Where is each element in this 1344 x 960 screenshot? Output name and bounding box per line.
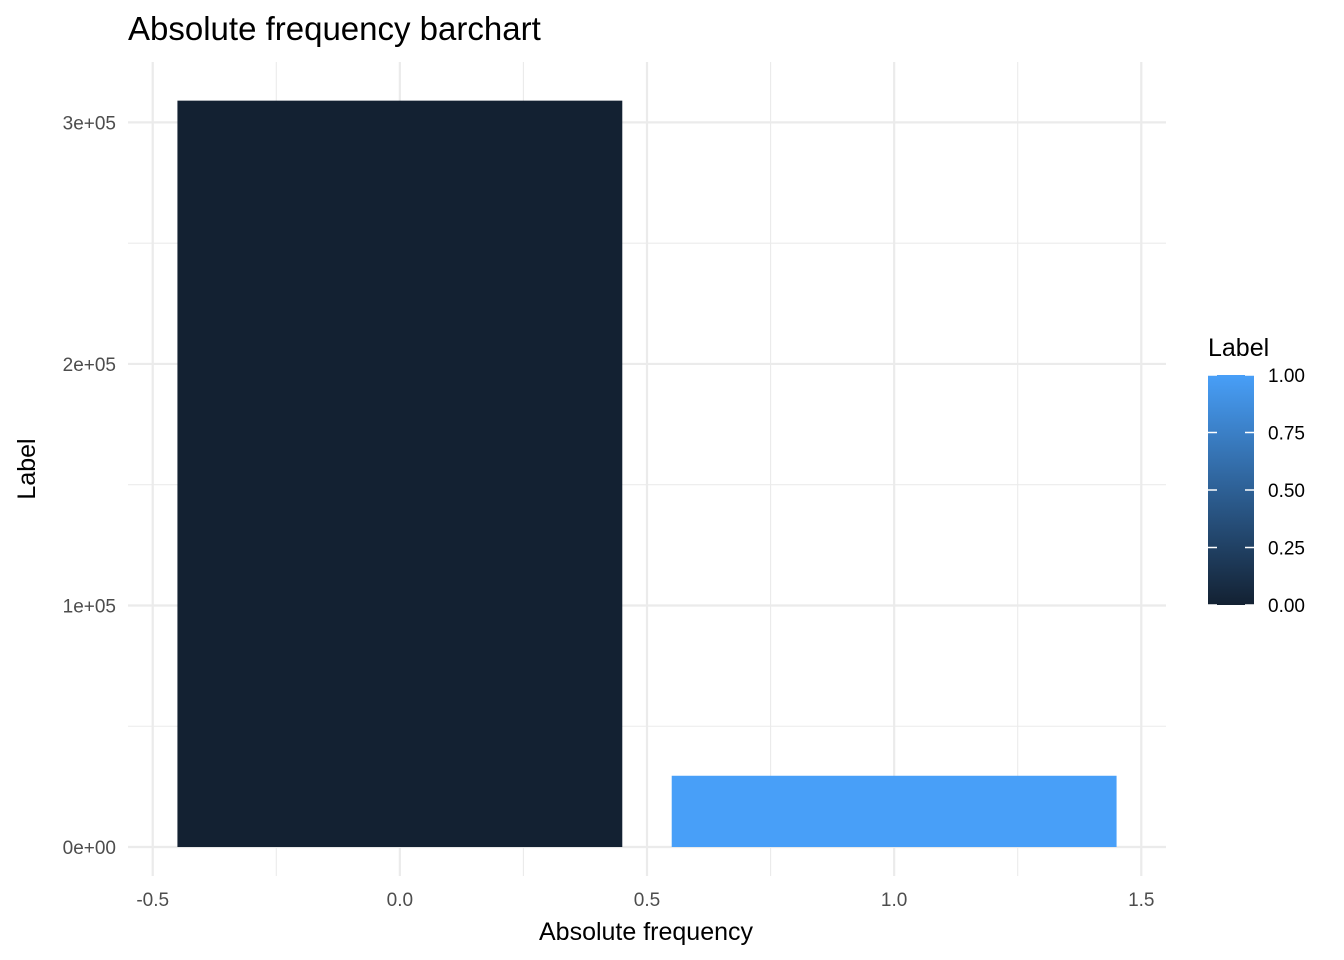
y-tick-label-0: 0e+00: [63, 838, 116, 859]
legend-tick-label-2: 0.50: [1268, 481, 1305, 502]
bar-1: [671, 775, 1117, 848]
legend-ticks: 0.00 0.25 0.50 0.75 1.00: [1208, 366, 1305, 617]
y-tick-label-2: 2e+05: [63, 355, 116, 376]
x-tick-label-3: 1.0: [881, 890, 907, 911]
chart-title: Absolute frequency barchart: [128, 10, 541, 47]
x-tick-label-0: -0.5: [136, 890, 169, 911]
legend-tick-label-3: 0.75: [1268, 424, 1305, 445]
legend-title: Label: [1208, 334, 1269, 362]
x-axis-ticks: -0.5 0.0 0.5 1.0 1.5: [136, 890, 1154, 911]
legend-tick-label-0: 0.00: [1268, 596, 1305, 617]
y-axis-title: Label: [13, 438, 41, 499]
x-axis-title: Absolute frequency: [539, 918, 754, 946]
x-tick-label-4: 1.5: [1128, 890, 1154, 911]
bar-0: [177, 100, 623, 848]
x-tick-label-2: 0.5: [634, 890, 660, 911]
legend: Label 0.00 0.25 0.50 0.75 1.00: [1208, 334, 1305, 617]
legend-tick-label-4: 1.00: [1268, 366, 1305, 387]
bars: [177, 100, 1117, 848]
y-axis-ticks: 0e+00 1e+05 2e+05 3e+05: [63, 113, 116, 859]
y-tick-label-3: 3e+05: [63, 113, 116, 134]
x-tick-label-1: 0.0: [387, 890, 413, 911]
legend-tick-label-1: 0.25: [1268, 539, 1305, 560]
y-tick-label-1: 1e+05: [63, 596, 116, 617]
